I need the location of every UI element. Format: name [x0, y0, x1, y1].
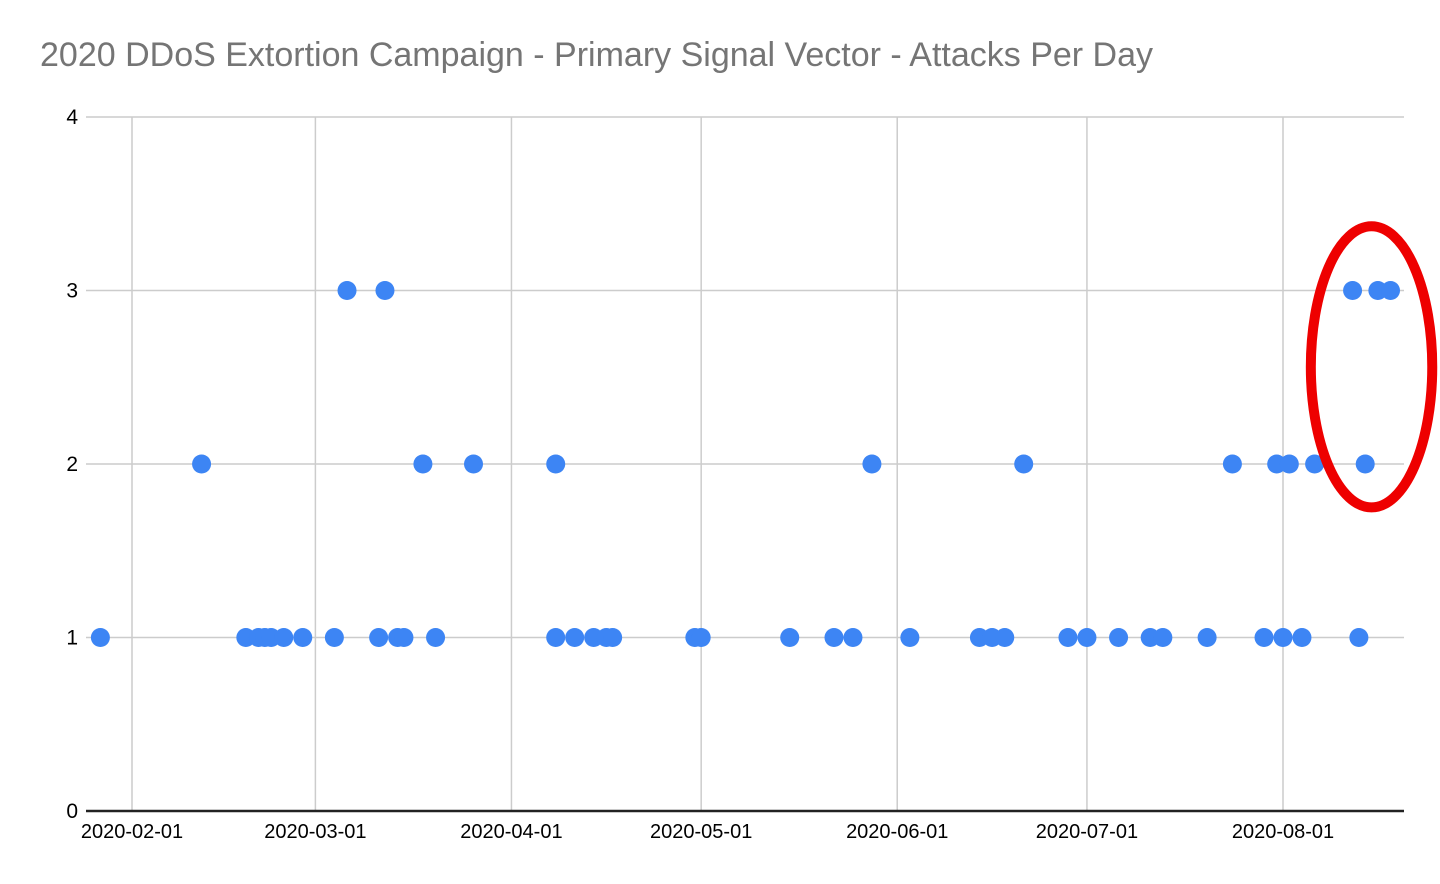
- data-point[interactable]: [394, 628, 414, 647]
- x-tick-label: 2020-05-01: [650, 821, 752, 843]
- data-point[interactable]: [1349, 628, 1369, 647]
- data-point[interactable]: [691, 628, 711, 647]
- data-point[interactable]: [1279, 454, 1299, 474]
- data-point[interactable]: [843, 628, 863, 647]
- data-point[interactable]: [565, 628, 585, 647]
- data-point[interactable]: [995, 628, 1015, 647]
- data-point[interactable]: [1273, 628, 1293, 647]
- x-tick-label: 2020-07-01: [1036, 821, 1138, 843]
- data-point[interactable]: [293, 628, 313, 647]
- data-point[interactable]: [1381, 281, 1401, 300]
- x-tick-label: 2020-08-01: [1232, 821, 1334, 843]
- chart-title: 2020 DDoS Extortion Campaign - Primary S…: [40, 36, 1154, 74]
- data-point[interactable]: [862, 454, 882, 474]
- y-tick-label: 3: [66, 280, 78, 303]
- data-point[interactable]: [464, 454, 484, 474]
- data-point[interactable]: [1197, 628, 1217, 647]
- data-point[interactable]: [369, 628, 389, 647]
- data-point[interactable]: [337, 281, 357, 300]
- data-point[interactable]: [413, 454, 433, 474]
- data-point[interactable]: [1355, 454, 1375, 474]
- x-tick-label: 2020-04-01: [460, 821, 562, 843]
- data-point[interactable]: [324, 628, 344, 647]
- data-point[interactable]: [375, 281, 395, 300]
- y-tick-label: 2: [66, 453, 78, 476]
- data-point[interactable]: [426, 628, 446, 647]
- x-tick-label: 2020-02-01: [81, 821, 183, 843]
- data-point[interactable]: [546, 628, 566, 647]
- data-point[interactable]: [546, 454, 566, 474]
- data-point[interactable]: [1222, 454, 1242, 474]
- data-point[interactable]: [1058, 628, 1078, 647]
- data-point[interactable]: [1153, 628, 1173, 647]
- data-point[interactable]: [1014, 454, 1034, 474]
- data-point[interactable]: [1305, 454, 1325, 474]
- y-tick-label: 0: [66, 800, 78, 823]
- data-point[interactable]: [824, 628, 844, 647]
- data-point[interactable]: [192, 454, 212, 474]
- data-point[interactable]: [900, 628, 920, 647]
- data-point[interactable]: [1343, 281, 1363, 300]
- data-point[interactable]: [780, 628, 800, 647]
- y-tick-label: 1: [66, 627, 78, 650]
- data-point[interactable]: [603, 628, 623, 647]
- x-tick-label: 2020-06-01: [846, 821, 948, 843]
- data-point[interactable]: [90, 628, 110, 647]
- data-point[interactable]: [1254, 628, 1274, 647]
- y-tick-label: 4: [66, 106, 78, 129]
- data-point[interactable]: [1077, 628, 1097, 647]
- annotation-ellipse: [1305, 221, 1438, 513]
- x-tick-label: 2020-03-01: [264, 821, 366, 843]
- data-point[interactable]: [1292, 628, 1312, 647]
- data-point[interactable]: [1109, 628, 1129, 647]
- data-point[interactable]: [274, 628, 294, 647]
